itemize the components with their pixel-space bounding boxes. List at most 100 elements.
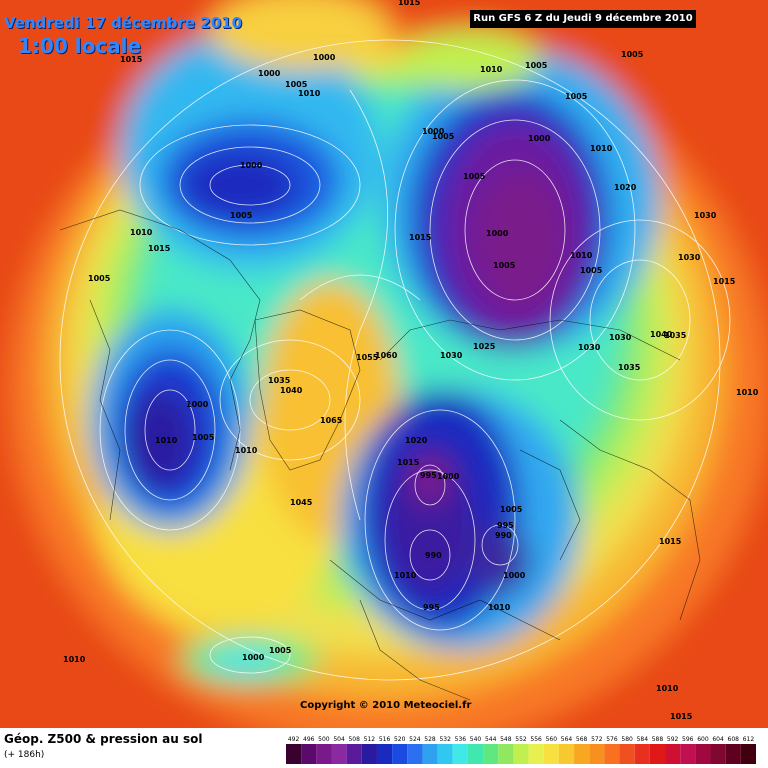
pressure-label: 990 <box>425 551 442 560</box>
legend-label: 520 <box>394 736 406 743</box>
z500-color-field <box>0 0 768 728</box>
legend-swatch <box>346 744 362 764</box>
pressure-label: 1015 <box>397 458 420 467</box>
legend-label: 496 <box>303 736 315 743</box>
run-info: Run GFS 6 Z du Jeudi 9 décembre 2010 <box>470 10 696 28</box>
legend-swatch <box>316 744 332 764</box>
pressure-label: 1005 <box>500 505 523 514</box>
legend-swatch <box>361 744 377 764</box>
legend-label: 528 <box>424 736 436 743</box>
pressure-label: 1000 <box>313 53 336 62</box>
legend-label: 540 <box>470 736 482 743</box>
pressure-label: 1010 <box>656 684 679 693</box>
legend-swatch <box>528 744 544 764</box>
legend-label: 604 <box>712 736 724 743</box>
legend-swatch <box>301 744 317 764</box>
legend-swatch <box>467 744 484 764</box>
legend-label: 612 <box>743 736 755 743</box>
pressure-label: 995 <box>423 603 440 612</box>
legend-swatch <box>331 744 347 764</box>
legend-swatch <box>558 744 575 764</box>
legend-swatch <box>740 744 756 764</box>
pressure-label: 1010 <box>736 388 759 397</box>
legend-swatch <box>422 744 438 764</box>
legend-swatch <box>452 744 468 764</box>
isobars <box>59 39 731 681</box>
local-time: 1:00 locale <box>18 34 142 58</box>
pressure-label: 1005 <box>621 50 644 59</box>
pressure-label: 995 <box>420 471 437 480</box>
legend-label: 592 <box>667 736 679 743</box>
legend-swatch <box>513 744 529 764</box>
pressure-label: 1035 <box>268 376 291 385</box>
legend-swatch <box>483 744 499 764</box>
legend-swatch <box>649 744 666 764</box>
pressure-label: 1005 <box>463 172 486 181</box>
pressure-label: 1000 <box>242 653 265 662</box>
pressure-label: 1030 <box>694 211 717 220</box>
pressure-label: 1035 <box>664 331 687 340</box>
coastlines <box>59 209 701 701</box>
legend-label: 600 <box>697 736 709 743</box>
legend-swatch <box>604 744 620 764</box>
legend-swatch <box>376 744 393 764</box>
pressure-label: 1000 <box>503 571 526 580</box>
pressure-label: 1000 <box>258 69 281 78</box>
pressure-label: 1015 <box>659 537 682 546</box>
pressure-label: 1010 <box>235 446 258 455</box>
pressure-label: 1005 <box>493 261 516 270</box>
legend-swatch <box>286 744 302 764</box>
pressure-label: 1005 <box>525 61 548 70</box>
pressure-label: 1015 <box>398 0 421 7</box>
legend-swatch <box>619 744 635 764</box>
legend-swatch <box>498 744 514 764</box>
pressure-label: 1060 <box>375 351 398 360</box>
pressure-label: 1010 <box>155 436 178 445</box>
pressure-label: 1010 <box>63 655 86 664</box>
pressure-label: 1015 <box>409 233 432 242</box>
legend-swatch <box>392 744 408 764</box>
pressure-label: 1015 <box>148 244 171 253</box>
pressure-label: 1005 <box>230 211 253 220</box>
pressure-label: 1040 <box>650 330 673 339</box>
legend-label: 536 <box>455 736 467 743</box>
pressure-label: 1030 <box>578 343 601 352</box>
legend-swatch <box>407 744 423 764</box>
pressure-label: 1045 <box>290 498 313 507</box>
pressure-label: 1015 <box>713 277 736 286</box>
pressure-label: 1005 <box>269 646 292 655</box>
legend-label: 508 <box>348 736 360 743</box>
pressure-label: 1000 <box>422 127 445 136</box>
pressure-label: 1010 <box>394 571 417 580</box>
pressure-label: 1010 <box>570 251 593 260</box>
pressure-label: 1005 <box>565 92 588 101</box>
legend-label: 556 <box>530 736 542 743</box>
pressure-label: 1020 <box>614 183 637 192</box>
pressure-label: 1010 <box>488 603 511 612</box>
legend-swatch <box>665 744 681 764</box>
pressure-label: 1000 <box>437 472 460 481</box>
pressure-label: 1005 <box>88 274 111 283</box>
legend-label: 588 <box>652 736 664 743</box>
legend-label: 560 <box>546 736 558 743</box>
pressure-label: 1035 <box>618 363 641 372</box>
pressure-label: 990 <box>495 531 512 540</box>
pressure-label: 1065 <box>320 416 343 425</box>
legend-swatch <box>680 744 696 764</box>
pressure-label: 1030 <box>678 253 701 262</box>
footer-title: Géop. Z500 & pression au sol <box>4 732 203 746</box>
pressure-label: 1000 <box>486 229 509 238</box>
copyright: Copyright © 2010 Meteociel.fr <box>300 700 472 711</box>
pressure-label: 1010 <box>480 65 503 74</box>
pressure-label: 1005 <box>580 266 603 275</box>
pressure-label: 1000 <box>528 134 551 143</box>
pressure-label: 1005 <box>432 132 455 141</box>
pressure-label: 1005 <box>285 80 308 89</box>
pressure-label: 1015 <box>670 712 693 721</box>
legend-label: 516 <box>379 736 391 743</box>
pressure-label: 1030 <box>440 351 463 360</box>
legend-swatch <box>543 744 559 764</box>
pressure-label: 1010 <box>298 89 321 98</box>
